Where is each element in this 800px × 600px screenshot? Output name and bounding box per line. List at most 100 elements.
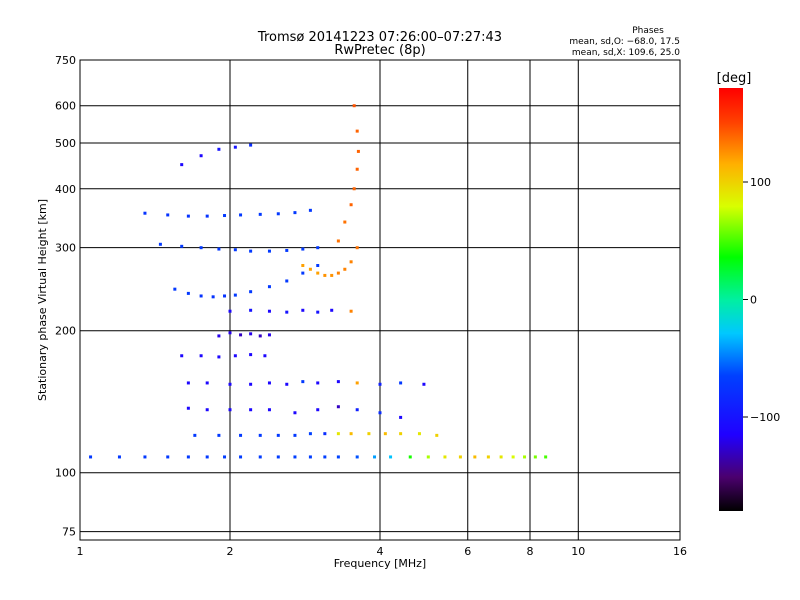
data-point bbox=[367, 432, 371, 436]
x-tick-label: 1 bbox=[77, 545, 84, 558]
data-point bbox=[399, 415, 403, 419]
data-point bbox=[355, 167, 359, 171]
y-axis-label: Stationary phase Virtual Height [km] bbox=[36, 199, 49, 401]
data-point bbox=[258, 433, 262, 437]
data-point bbox=[408, 455, 412, 459]
data-point bbox=[316, 246, 320, 250]
data-point bbox=[373, 455, 377, 459]
data-point bbox=[258, 455, 262, 459]
data-point bbox=[330, 273, 334, 277]
data-point bbox=[355, 408, 359, 412]
x-tick-label: 4 bbox=[377, 545, 384, 558]
data-point bbox=[199, 354, 203, 358]
data-point bbox=[336, 432, 340, 436]
colorbar-tick-label: 100 bbox=[750, 176, 771, 189]
data-point bbox=[336, 239, 340, 243]
data-point bbox=[316, 381, 320, 385]
data-point bbox=[233, 145, 237, 149]
data-point bbox=[186, 291, 190, 295]
y-tick-label: 100 bbox=[55, 467, 76, 480]
data-points bbox=[89, 104, 548, 459]
data-point bbox=[349, 309, 353, 313]
data-point bbox=[355, 455, 359, 459]
data-point bbox=[499, 455, 503, 459]
y-tick-label: 200 bbox=[55, 325, 76, 338]
data-point bbox=[186, 406, 190, 410]
data-point bbox=[166, 455, 170, 459]
data-point bbox=[239, 455, 243, 459]
data-point bbox=[285, 382, 289, 386]
data-point bbox=[417, 432, 421, 436]
data-point bbox=[217, 334, 221, 338]
data-point bbox=[258, 334, 262, 338]
data-point bbox=[211, 295, 215, 299]
data-point bbox=[355, 381, 359, 385]
data-point bbox=[158, 242, 162, 246]
data-point bbox=[249, 332, 253, 336]
data-point bbox=[383, 432, 387, 436]
y-tick-label: 600 bbox=[55, 100, 76, 113]
data-point bbox=[249, 308, 253, 312]
y-tick-label: 75 bbox=[62, 526, 76, 539]
data-point bbox=[343, 220, 347, 224]
data-point bbox=[180, 354, 184, 358]
data-point bbox=[180, 244, 184, 248]
x-tick-label: 8 bbox=[527, 545, 534, 558]
data-point bbox=[217, 147, 221, 151]
data-point bbox=[249, 382, 253, 386]
data-point bbox=[217, 355, 221, 359]
data-point bbox=[199, 294, 203, 298]
x-tick-label: 16 bbox=[673, 545, 687, 558]
data-point bbox=[89, 455, 93, 459]
data-point bbox=[217, 433, 221, 437]
data-point bbox=[267, 408, 271, 412]
data-point bbox=[349, 203, 353, 207]
data-point bbox=[276, 212, 280, 216]
data-point bbox=[223, 214, 227, 218]
data-point bbox=[249, 408, 253, 412]
colorbar-label: [deg] bbox=[717, 71, 752, 86]
data-point bbox=[426, 455, 430, 459]
chart-title: Tromsø 20141223 07:26:00–07:27:43 bbox=[257, 30, 502, 45]
data-point bbox=[533, 455, 537, 459]
data-point bbox=[233, 293, 237, 297]
data-point bbox=[336, 405, 340, 409]
data-point bbox=[301, 271, 305, 275]
colorbar-tick-label: −100 bbox=[750, 411, 780, 424]
data-point bbox=[267, 285, 271, 289]
x-tick-label: 10 bbox=[571, 545, 585, 558]
data-point bbox=[389, 455, 393, 459]
data-point bbox=[316, 408, 320, 412]
data-point bbox=[399, 381, 403, 385]
grid-lines bbox=[80, 60, 680, 540]
data-point bbox=[308, 208, 312, 212]
x-tick-label: 6 bbox=[464, 545, 471, 558]
data-point bbox=[349, 432, 353, 436]
data-point bbox=[473, 455, 477, 459]
data-point bbox=[511, 455, 515, 459]
data-point bbox=[166, 213, 170, 217]
data-point bbox=[293, 211, 297, 215]
data-point bbox=[267, 249, 271, 253]
data-point bbox=[186, 381, 190, 385]
data-point bbox=[378, 382, 382, 386]
data-point bbox=[205, 455, 209, 459]
legend-line-o: mean, sd,O: −68.0, 17.5 bbox=[569, 37, 680, 47]
data-point bbox=[267, 381, 271, 385]
data-point bbox=[186, 214, 190, 218]
data-point bbox=[285, 279, 289, 283]
data-point bbox=[301, 264, 305, 268]
data-point bbox=[523, 455, 527, 459]
data-point bbox=[301, 380, 305, 384]
data-point bbox=[443, 455, 447, 459]
data-point bbox=[173, 287, 177, 291]
data-point bbox=[308, 432, 312, 436]
data-point bbox=[422, 382, 426, 386]
x-tick-labels: 1 2 4 6 8 10 16 bbox=[77, 545, 688, 558]
data-point bbox=[323, 273, 327, 277]
data-point bbox=[180, 163, 184, 167]
data-point bbox=[349, 260, 353, 264]
data-point bbox=[249, 290, 253, 294]
data-point bbox=[217, 247, 221, 251]
